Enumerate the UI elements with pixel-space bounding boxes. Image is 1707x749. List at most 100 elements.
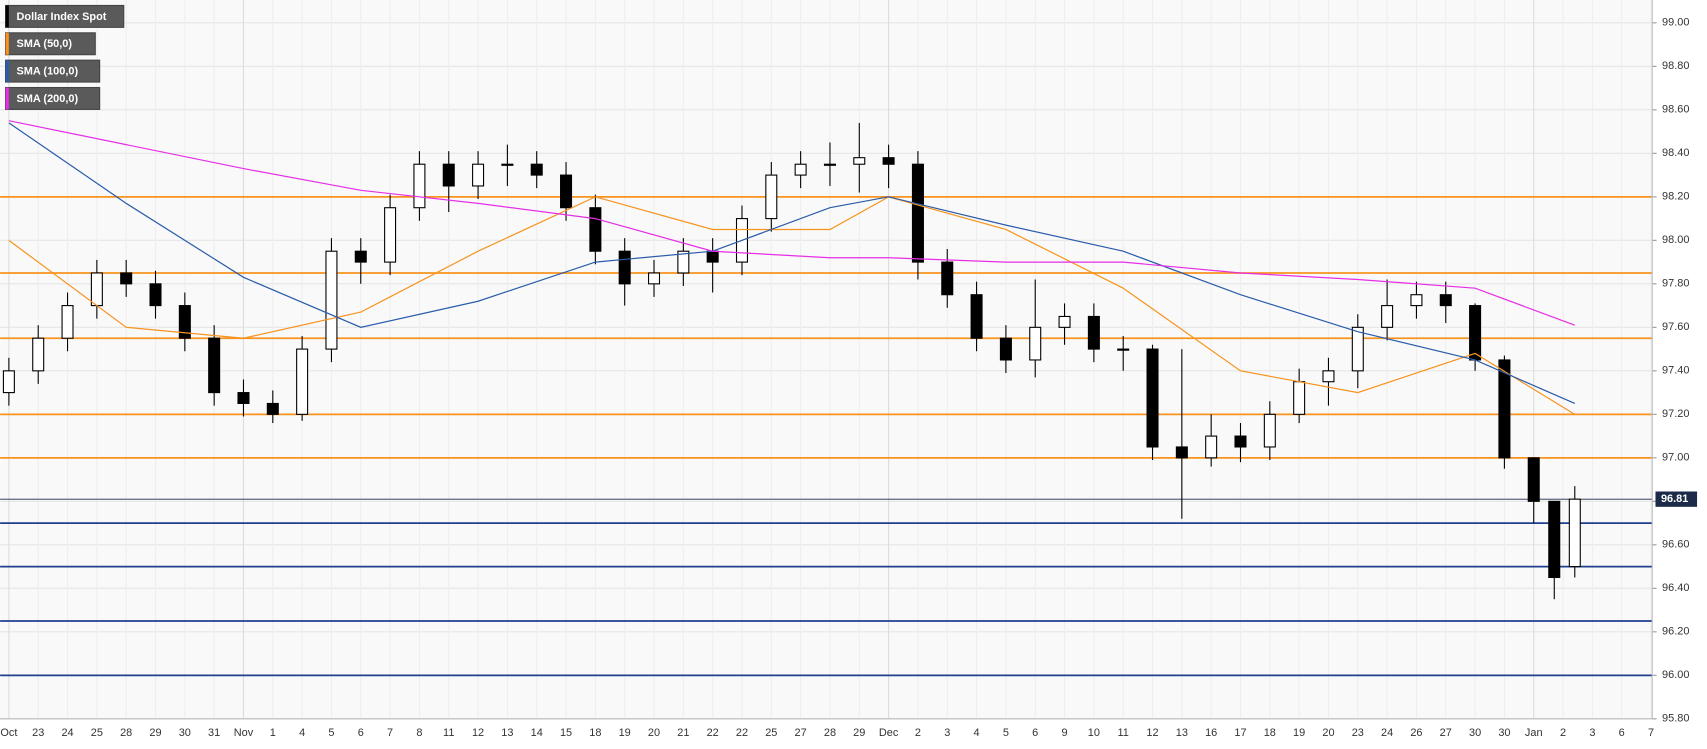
x-tick-label: 20 bbox=[1322, 727, 1334, 739]
y-tick-label: 99.00 bbox=[1662, 17, 1689, 29]
x-tick-label: 12 bbox=[472, 727, 484, 739]
candle-body bbox=[1117, 348, 1130, 351]
candle-body bbox=[32, 337, 45, 372]
x-tick-label: 31 bbox=[208, 727, 220, 739]
y-tick-label: 96.60 bbox=[1662, 539, 1689, 551]
x-tick-label: 7 bbox=[1648, 727, 1654, 739]
candle-body bbox=[1175, 446, 1188, 459]
candle-body bbox=[413, 163, 426, 209]
x-tick-label: 22 bbox=[707, 727, 719, 739]
y-tick-label: 97.20 bbox=[1662, 408, 1689, 420]
candle-body bbox=[647, 272, 661, 285]
candle-body bbox=[999, 337, 1012, 361]
x-tick-label: 3 bbox=[944, 727, 950, 739]
candle-body bbox=[1087, 315, 1100, 350]
x-tick-label: 24 bbox=[1381, 727, 1393, 739]
x-tick-label: 18 bbox=[1264, 727, 1276, 739]
axes: 95.8096.0096.2096.4096.6096.8097.0097.20… bbox=[0, 17, 1698, 739]
x-tick-label: 6 bbox=[1619, 727, 1625, 739]
candle-body bbox=[970, 294, 983, 339]
candle-body bbox=[501, 163, 514, 166]
x-tick-label: 14 bbox=[531, 727, 543, 739]
candle-body bbox=[266, 402, 279, 415]
candle-body bbox=[1029, 326, 1042, 361]
candle-body bbox=[853, 157, 866, 165]
candle-body bbox=[1293, 381, 1306, 415]
y-tick-label: 98.00 bbox=[1662, 234, 1689, 246]
x-tick-label: 25 bbox=[91, 727, 103, 739]
candle-body bbox=[1381, 305, 1394, 328]
x-tick-label: 12 bbox=[1146, 727, 1158, 739]
candle-body bbox=[1410, 294, 1423, 307]
y-tick-label: 96.20 bbox=[1662, 626, 1689, 638]
candle-body bbox=[882, 157, 895, 165]
candle-body bbox=[237, 392, 250, 405]
x-tick-label: Dec bbox=[879, 727, 899, 739]
candle-body bbox=[1234, 435, 1247, 448]
sma-line bbox=[8, 120, 1575, 326]
candle-body bbox=[1263, 413, 1276, 448]
x-tick-label: 8 bbox=[416, 727, 422, 739]
x-tick-label: 29 bbox=[853, 727, 865, 739]
x-tick-label: 4 bbox=[974, 727, 980, 739]
x-tick-label: 5 bbox=[328, 727, 334, 739]
candle-body bbox=[90, 272, 103, 307]
candle-body bbox=[1146, 348, 1159, 448]
candle-body bbox=[178, 305, 191, 339]
legend-label: SMA (200,0) bbox=[17, 93, 79, 105]
legend: Dollar Index Spot SMA (50,0) SMA (100,0) SM… bbox=[5, 4, 125, 110]
candle-body bbox=[677, 250, 690, 274]
x-tick-label: 19 bbox=[1293, 727, 1305, 739]
candle-body bbox=[1205, 435, 1218, 459]
candle-body bbox=[1351, 326, 1364, 372]
y-tick-label: 98.60 bbox=[1662, 104, 1689, 116]
candle-body bbox=[120, 272, 133, 285]
legend-label: SMA (50,0) bbox=[17, 38, 73, 50]
x-tick-label: 5 bbox=[1003, 727, 1009, 739]
x-tick-label: 24 bbox=[61, 727, 73, 739]
y-tick-label: 95.80 bbox=[1662, 713, 1689, 725]
x-tick-label: 2 bbox=[915, 727, 921, 739]
x-tick-label: 30 bbox=[179, 727, 191, 739]
x-tick-label: 21 bbox=[677, 727, 689, 739]
x-tick-label: 17 bbox=[1234, 727, 1246, 739]
y-tick-label: 98.80 bbox=[1662, 60, 1689, 72]
candle-body bbox=[442, 163, 455, 187]
candle-body bbox=[530, 163, 543, 176]
last-price-box bbox=[1655, 491, 1698, 507]
x-tick-label: 1 bbox=[270, 727, 276, 739]
candle-body bbox=[1527, 457, 1540, 502]
candle-body bbox=[1469, 305, 1482, 361]
y-tick-label: 98.20 bbox=[1662, 191, 1689, 203]
candle-body bbox=[911, 163, 924, 263]
candle-body bbox=[1439, 294, 1452, 307]
legend-swatch bbox=[5, 32, 9, 55]
x-tick-label: 11 bbox=[443, 727, 454, 739]
candle-body bbox=[941, 261, 954, 296]
legend-label: SMA (100,0) bbox=[17, 66, 79, 78]
candle-body bbox=[1548, 500, 1561, 579]
x-tick-label: Oct bbox=[0, 727, 17, 739]
legend-label: Dollar Index Spot bbox=[17, 11, 107, 23]
x-tick-label: Jan bbox=[1525, 727, 1543, 739]
sma-line bbox=[8, 196, 1576, 415]
candle-body bbox=[61, 305, 74, 339]
candle-body bbox=[1498, 359, 1511, 459]
candle-body bbox=[1058, 315, 1071, 328]
y-tick-label: 98.40 bbox=[1662, 147, 1689, 159]
candles bbox=[2, 122, 1581, 600]
candle-body bbox=[794, 163, 807, 176]
x-tick-label: 20 bbox=[648, 727, 660, 739]
candle-body bbox=[1322, 370, 1335, 383]
x-tick-label: 29 bbox=[149, 727, 161, 739]
x-tick-label: 7 bbox=[387, 727, 393, 739]
candle-body bbox=[2, 370, 15, 394]
x-tick-label: 9 bbox=[1062, 727, 1068, 739]
y-tick-label: 97.00 bbox=[1662, 452, 1689, 464]
candle-body bbox=[765, 174, 778, 220]
sma-line bbox=[8, 122, 1576, 405]
x-tick-label: 6 bbox=[358, 727, 364, 739]
x-tick-label: 16 bbox=[1205, 727, 1217, 739]
x-tick-label: 30 bbox=[1498, 727, 1510, 739]
